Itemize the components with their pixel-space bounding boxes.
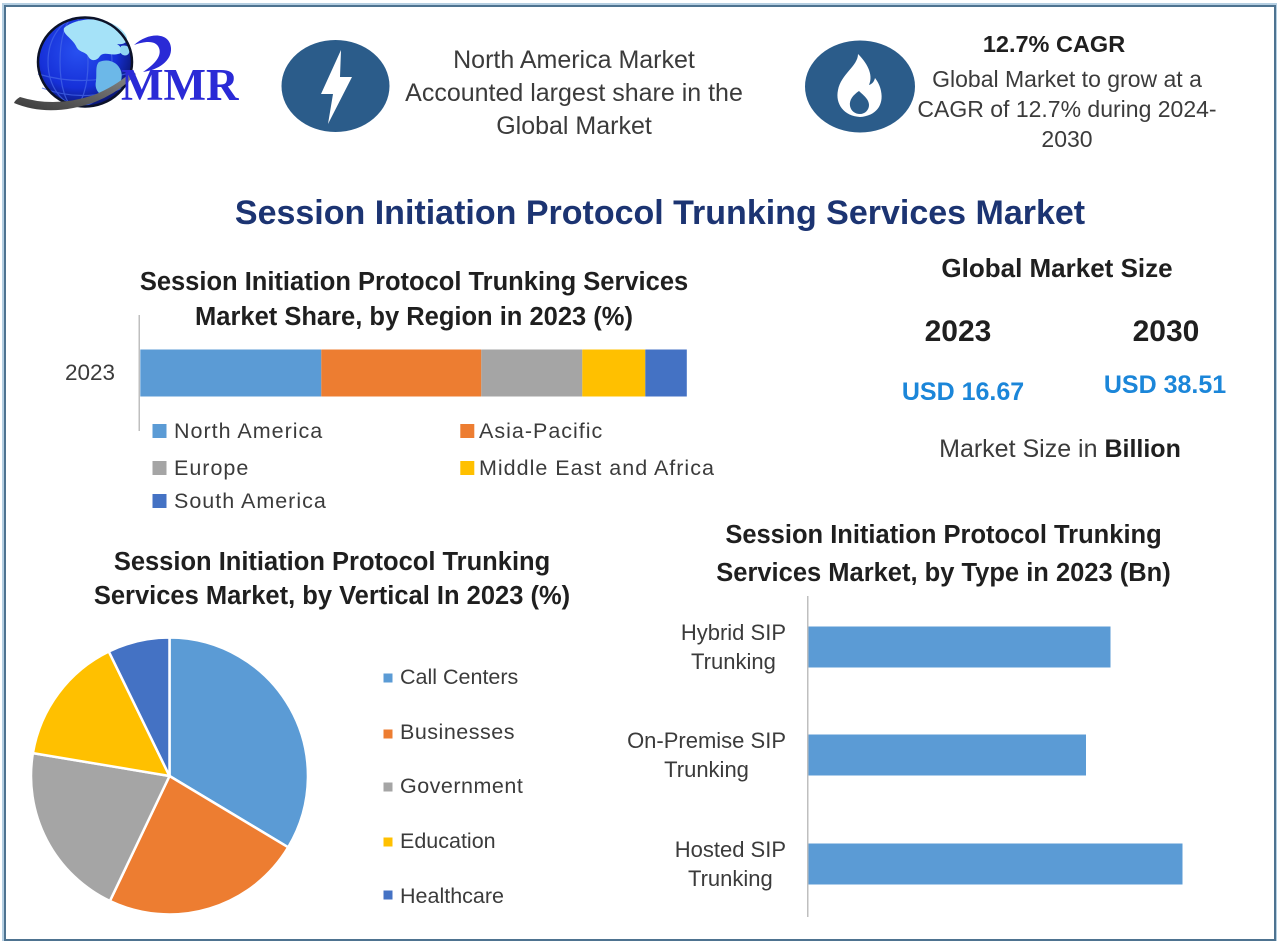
svg-text:MMR: MMR: [121, 60, 239, 110]
